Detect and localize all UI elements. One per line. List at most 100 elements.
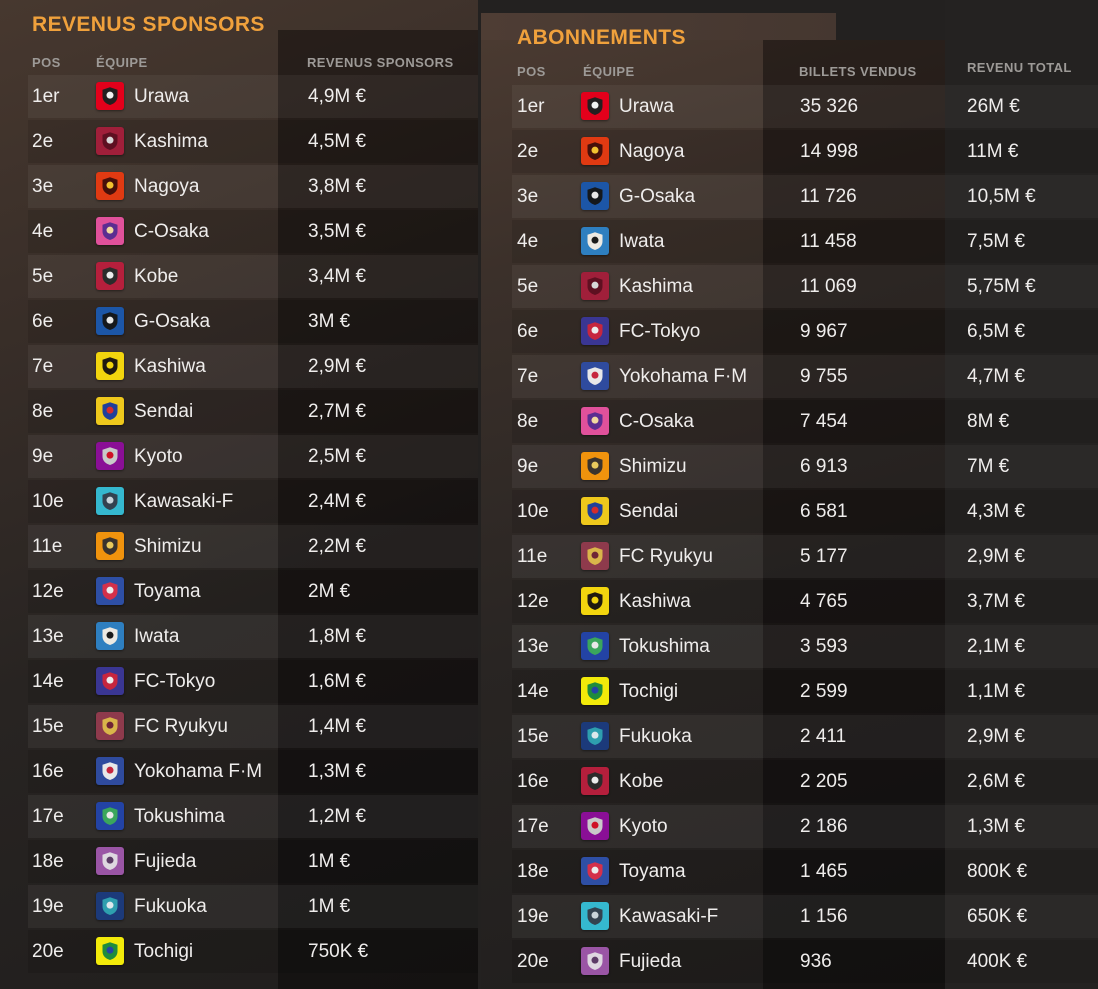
position-cell: 6e [517,321,539,342]
table-row[interactable]: 7e Yokohama F·M 9 755 [512,355,945,398]
table-row[interactable]: 2,9M € [945,535,1098,578]
table-row[interactable]: 15e Fukuoka 2 411 [512,715,945,758]
table-row[interactable]: 9e Shimizu 6 913 [512,445,945,488]
table-row[interactable]: 19e Kawasaki-F 1 156 [512,895,945,938]
table-row[interactable]: 6e FC-Tokyo 9 967 [512,310,945,353]
team-name-cell: G-Osaka [619,186,696,207]
tickets-sold-cell: 2 186 [800,816,848,837]
table-row[interactable]: 7,5M € [945,220,1098,263]
team-badge-icon [581,407,609,435]
position-cell: 20e [32,941,64,962]
table-row[interactable]: 5,75M € [945,265,1098,308]
table-row[interactable]: 11e FC Ryukyu 5 177 [512,535,945,578]
sponsor-revenue-cell: 1,6M € [308,671,367,692]
table-row[interactable]: 19e Fukuoka 1M € [28,885,478,928]
table-row[interactable]: 8e C-Osaka 7 454 [512,400,945,443]
table-row[interactable]: 17e Tokushima 1,2M € [28,795,478,838]
column-header-tickets-sold[interactable]: BILLETS VENDUS [799,64,917,79]
table-row[interactable]: 650K € [945,895,1098,938]
column-header-pos[interactable]: POS [32,55,61,70]
page-title: REVENUS SPONSORS [32,13,265,36]
position-cell: 2e [517,141,539,162]
table-row[interactable]: 8M € [945,400,1098,443]
table-row[interactable]: 1,1M € [945,670,1098,713]
table-row[interactable]: 20e Tochigi 750K € [28,930,478,973]
table-row[interactable]: 3e G-Osaka 11 726 [512,175,945,218]
sponsor-revenue-cell: 1,4M € [308,716,367,737]
position-cell: 16e [517,771,549,792]
table-row[interactable]: 5e Kashima 11 069 [512,265,945,308]
table-row[interactable]: 26M € [945,85,1098,128]
table-row[interactable]: 3e Nagoya 3,8M € [28,165,478,208]
table-row[interactable]: 12e Kashiwa 4 765 [512,580,945,623]
team-badge-icon [96,712,124,740]
tickets-sold-cell: 4 765 [800,591,848,612]
table-row[interactable]: 4,7M € [945,355,1098,398]
team-name-cell: Toyama [619,861,686,882]
table-row[interactable]: 6e G-Osaka 3M € [28,300,478,343]
table-row[interactable]: 10,5M € [945,175,1098,218]
table-row[interactable]: 7e Kashiwa 2,9M € [28,345,478,388]
column-header-total-revenue[interactable]: REVENU TOTAL [967,60,1072,75]
team-name-cell: FC-Tokyo [134,671,216,692]
table-row[interactable]: 7M € [945,445,1098,488]
table-row[interactable]: 800K € [945,850,1098,893]
position-cell: 17e [517,816,549,837]
table-row[interactable]: 11M € [945,130,1098,173]
table-row[interactable]: 13e Iwata 1,8M € [28,615,478,658]
table-row[interactable]: 3,7M € [945,580,1098,623]
table-row[interactable]: 10e Sendai 6 581 [512,490,945,533]
column-header-team[interactable]: ÉQUIPE [583,64,635,79]
table-row[interactable]: 12e Toyama 2M € [28,570,478,613]
position-cell: 19e [517,906,549,927]
team-name-cell: Kobe [619,771,664,792]
table-row[interactable]: 8e Sendai 2,7M € [28,390,478,433]
table-row[interactable]: 14e FC-Tokyo 1,6M € [28,660,478,703]
table-row[interactable]: 11e Shimizu 2,2M € [28,525,478,568]
position-cell: 1er [517,96,545,117]
tickets-sold-cell: 5 177 [800,546,848,567]
table-row[interactable]: 4,3M € [945,490,1098,533]
column-header-pos[interactable]: POS [517,64,546,79]
table-row[interactable]: 2e Nagoya 14 998 [512,130,945,173]
position-cell: 5e [32,266,54,287]
table-row[interactable]: 2,6M € [945,760,1098,803]
table-row[interactable]: 1er Urawa 4,9M € [28,75,478,118]
table-row[interactable]: 2,1M € [945,625,1098,668]
table-row[interactable]: 4e C-Osaka 3,5M € [28,210,478,253]
table-row[interactable]: 1,3M € [945,805,1098,848]
table-row[interactable]: 400K € [945,940,1098,983]
table-row[interactable]: 13e Tokushima 3 593 [512,625,945,668]
left-panel-background [0,0,478,989]
table-row[interactable]: 20e Fujieda 936 [512,940,945,983]
total-revenue-cell: 650K € [967,906,1028,927]
tickets-sold-column-band [763,40,945,989]
table-row[interactable]: 18e Toyama 1 465 [512,850,945,893]
table-row[interactable]: 2e Kashima 4,5M € [28,120,478,163]
table-row[interactable]: 15e FC Ryukyu 1,4M € [28,705,478,748]
table-row[interactable]: 14e Tochigi 2 599 [512,670,945,713]
team-name-cell: Toyama [134,581,201,602]
team-name-cell: Kyoto [619,816,668,837]
total-revenue-cell: 800K € [967,861,1028,882]
column-header-team[interactable]: ÉQUIPE [96,55,148,70]
column-header-sponsor-revenue[interactable]: REVENUS SPONSORS [307,55,454,70]
tickets-sold-cell: 6 913 [800,456,848,477]
team-badge-icon [581,317,609,345]
table-row[interactable]: 16e Yokohama F·M 1,3M € [28,750,478,793]
table-row[interactable]: 10e Kawasaki-F 2,4M € [28,480,478,523]
table-row[interactable]: 9e Kyoto 2,5M € [28,435,478,478]
table-row[interactable]: 2,9M € [945,715,1098,758]
table-row[interactable]: 6,5M € [945,310,1098,353]
table-row[interactable]: 1er Urawa 35 326 [512,85,945,128]
table-row[interactable]: 18e Fujieda 1M € [28,840,478,883]
position-cell: 14e [517,681,549,702]
table-row[interactable]: 5e Kobe 3,4M € [28,255,478,298]
sponsor-revenue-cell: 4,5M € [308,131,367,152]
team-badge-icon [96,847,124,875]
team-name-cell: Tochigi [134,941,194,962]
table-row[interactable]: 4e Iwata 11 458 [512,220,945,263]
tickets-sold-cell: 11 069 [800,276,857,297]
table-row[interactable]: 17e Kyoto 2 186 [512,805,945,848]
table-row[interactable]: 16e Kobe 2 205 [512,760,945,803]
